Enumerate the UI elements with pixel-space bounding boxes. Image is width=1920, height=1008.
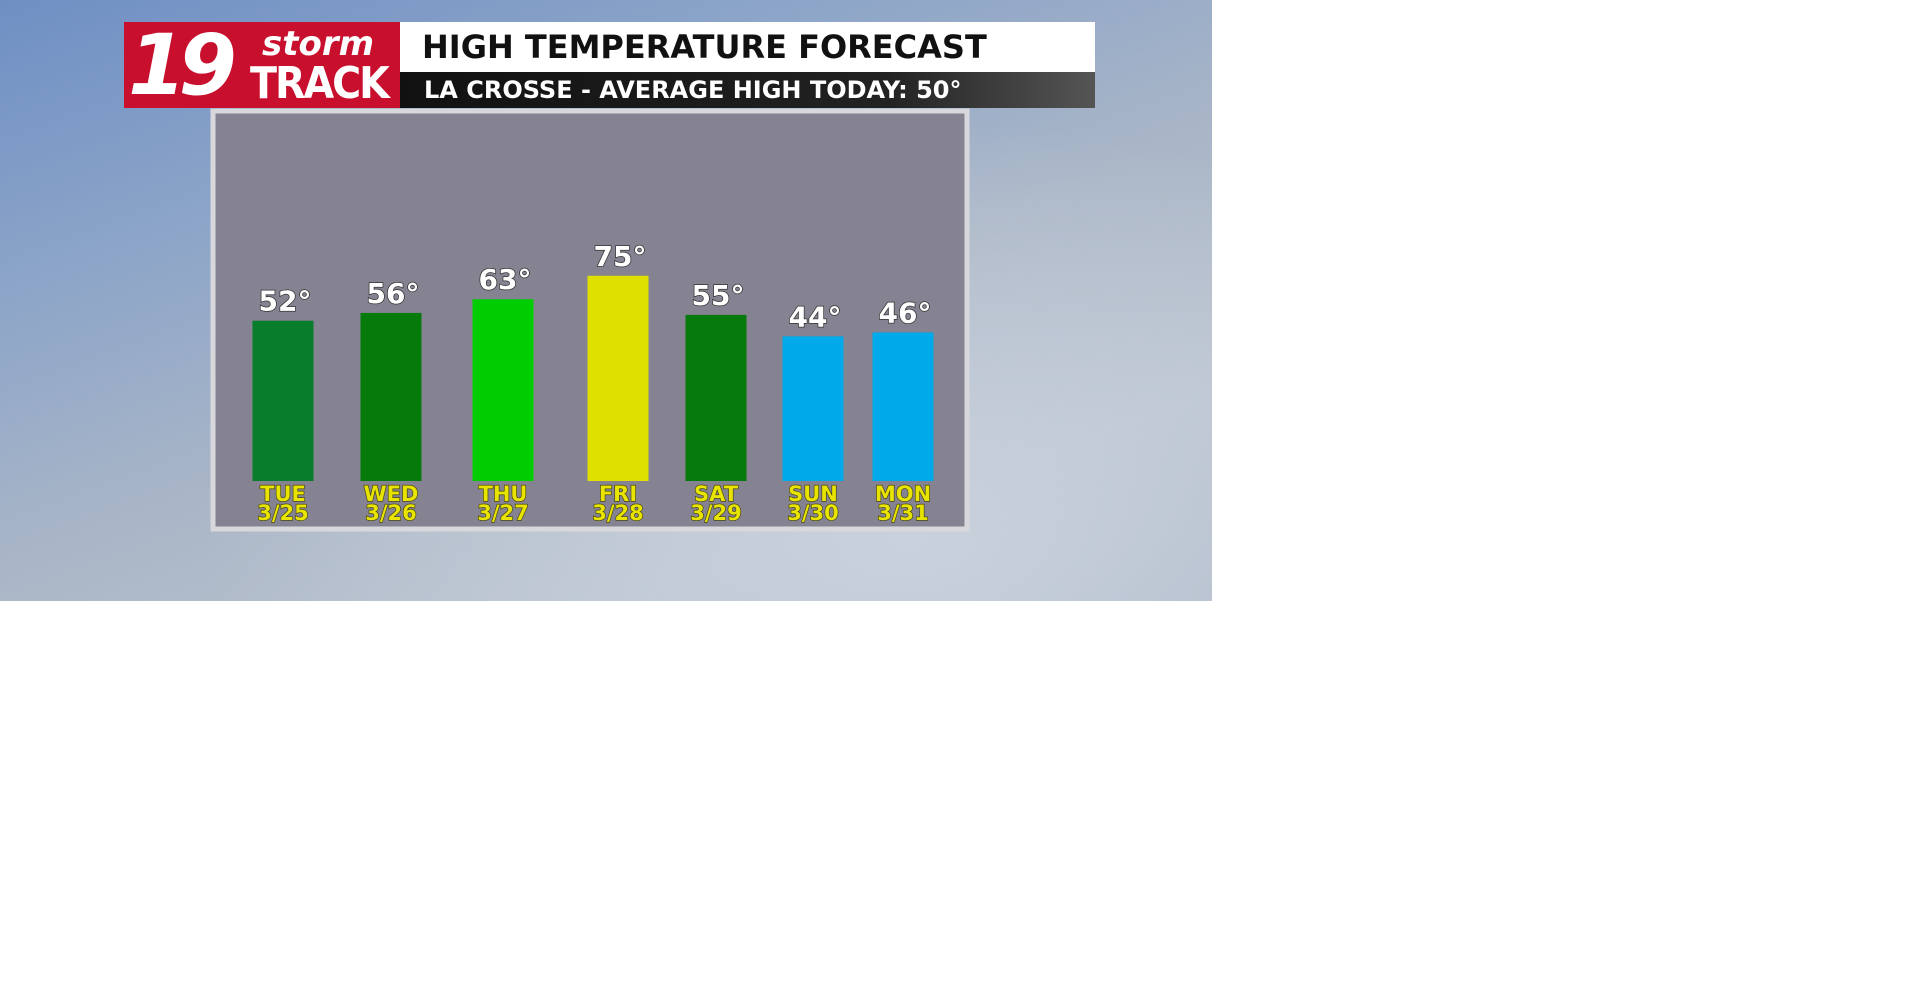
- value-label: 55°: [692, 279, 745, 312]
- x-tick-label: FRI: [599, 482, 637, 506]
- value-label: 63°: [479, 263, 532, 296]
- value-label: 46°: [879, 296, 932, 329]
- x-tick-date: 3/30: [787, 501, 839, 525]
- bar: [872, 332, 934, 481]
- x-tick-label: TUE: [260, 482, 306, 506]
- x-tick-date: 3/31: [877, 501, 929, 525]
- x-tick-date: 3/29: [690, 501, 742, 525]
- logo-word: storm: [262, 24, 375, 64]
- logo-word: TRACK: [250, 58, 390, 109]
- title: HIGH TEMPERATURE FORECAST: [400, 22, 1095, 72]
- x-tick-label: SAT: [694, 482, 739, 506]
- x-tick-date: 3/25: [257, 501, 309, 525]
- value-label: 56°: [367, 277, 420, 310]
- x-tick-label: MON: [875, 482, 931, 506]
- x-tick-label: THU: [479, 482, 528, 506]
- bar: [685, 314, 747, 481]
- value-label: 44°: [789, 300, 842, 333]
- background: 19 storm TRACK HIGH TEMPERATURE FORECAST…: [0, 0, 1212, 601]
- x-tick-date: 3/26: [365, 501, 417, 525]
- x-tick-label: SUN: [788, 482, 838, 506]
- logo: 19 storm TRACK: [124, 16, 400, 114]
- bar: [782, 336, 844, 481]
- value-label: 75°: [594, 240, 647, 273]
- x-tick-label: WED: [364, 482, 419, 506]
- bar: [252, 320, 314, 481]
- subtitle: LA CROSSE - AVERAGE HIGH TODAY: 50°: [400, 72, 1095, 108]
- bar: [360, 312, 422, 481]
- logo-number: 19: [128, 16, 237, 114]
- x-tick-date: 3/28: [592, 501, 644, 525]
- bar: [472, 299, 534, 481]
- value-label: 52°: [259, 285, 312, 318]
- x-tick-date: 3/27: [477, 501, 529, 525]
- bar: [587, 275, 649, 481]
